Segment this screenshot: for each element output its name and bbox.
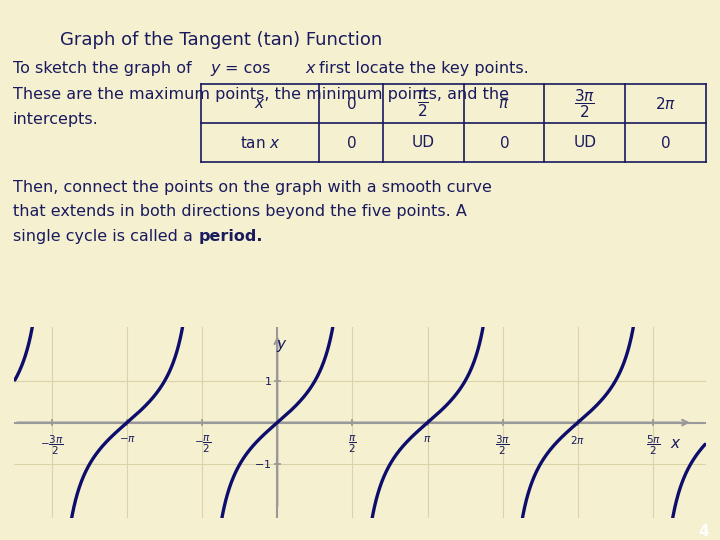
Text: first locate the key points.: first locate the key points. [319, 62, 528, 76]
Text: $\pi$: $\pi$ [423, 434, 432, 444]
Text: = cos: = cos [225, 62, 275, 76]
Text: tan $x$: tan $x$ [240, 135, 281, 151]
Text: To sketch the graph of: To sketch the graph of [13, 62, 197, 76]
Text: period.: period. [199, 228, 264, 244]
Text: $0$: $0$ [499, 135, 509, 151]
Text: $0$: $0$ [660, 135, 671, 151]
Text: Then, connect the points on the graph with a smooth curve: Then, connect the points on the graph wi… [13, 180, 492, 195]
Text: $-\pi$: $-\pi$ [119, 434, 135, 444]
Text: $\dfrac{3\pi}{2}$: $\dfrac{3\pi}{2}$ [495, 434, 510, 457]
Text: $2\pi$: $2\pi$ [570, 434, 585, 446]
Text: UD: UD [412, 136, 435, 150]
Text: $2\pi$: $2\pi$ [654, 96, 676, 112]
Text: $1$: $1$ [264, 375, 271, 387]
Text: intercepts.: intercepts. [13, 112, 99, 127]
Text: $x$: $x$ [670, 436, 681, 451]
Text: $\dfrac{3\pi}{2}$: $\dfrac{3\pi}{2}$ [574, 87, 595, 120]
Text: x: x [305, 62, 315, 76]
Text: single cycle is called a: single cycle is called a [13, 228, 198, 244]
Text: $\pi$: $\pi$ [498, 96, 510, 111]
Text: $-1$: $-1$ [254, 458, 271, 470]
Text: These are the maximum points, the minimum points, and the: These are the maximum points, the minimu… [13, 86, 509, 102]
Text: $0$: $0$ [346, 96, 356, 112]
Text: 4: 4 [698, 524, 709, 539]
Text: that extends in both directions beyond the five points. A: that extends in both directions beyond t… [13, 204, 467, 219]
Text: $-\dfrac{3\pi}{2}$: $-\dfrac{3\pi}{2}$ [40, 434, 64, 457]
Text: y: y [210, 62, 220, 76]
Text: $x$: $x$ [254, 96, 266, 111]
Text: $\dfrac{5\pi}{2}$: $\dfrac{5\pi}{2}$ [646, 434, 660, 457]
Text: $-\dfrac{\pi}{2}$: $-\dfrac{\pi}{2}$ [194, 434, 211, 455]
Text: UD: UD [573, 136, 596, 150]
Text: $\dfrac{\pi}{2}$: $\dfrac{\pi}{2}$ [348, 434, 357, 455]
Text: $y$: $y$ [276, 338, 288, 354]
Text: $\dfrac{\pi}{2}$: $\dfrac{\pi}{2}$ [418, 89, 429, 119]
Text: Graph of the Tangent (tan) Function: Graph of the Tangent (tan) Function [60, 31, 382, 49]
Text: $0$: $0$ [346, 135, 356, 151]
